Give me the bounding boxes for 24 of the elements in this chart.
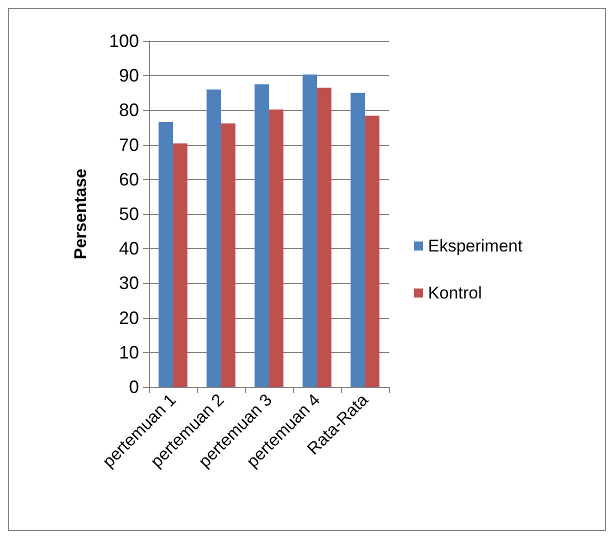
bar <box>317 88 332 387</box>
bar <box>221 123 236 387</box>
bar <box>206 89 221 387</box>
legend-label: Eksperiment <box>428 236 523 256</box>
bar <box>365 116 380 387</box>
y-tick-label: 90 <box>118 66 139 86</box>
y-tick-label: 20 <box>118 308 139 328</box>
y-tick-label: 0 <box>128 377 139 397</box>
y-tick-label: 30 <box>118 273 139 294</box>
bar <box>158 122 173 387</box>
y-axis-title: Persentase <box>71 168 90 260</box>
y-tick-label: 100 <box>108 31 139 51</box>
y-tick-label: 60 <box>118 169 139 190</box>
y-tick-label: 10 <box>118 342 139 362</box>
bar <box>269 110 284 387</box>
y-tick-label: 80 <box>118 100 139 120</box>
y-tick-label: 50 <box>118 204 139 224</box>
y-tick-label: 70 <box>118 134 139 155</box>
bar <box>350 92 365 387</box>
y-tick-label: 40 <box>118 238 139 259</box>
bar <box>173 143 188 387</box>
bar <box>302 74 317 387</box>
legend-label: Kontrol <box>428 284 482 302</box>
bar <box>254 84 269 387</box>
